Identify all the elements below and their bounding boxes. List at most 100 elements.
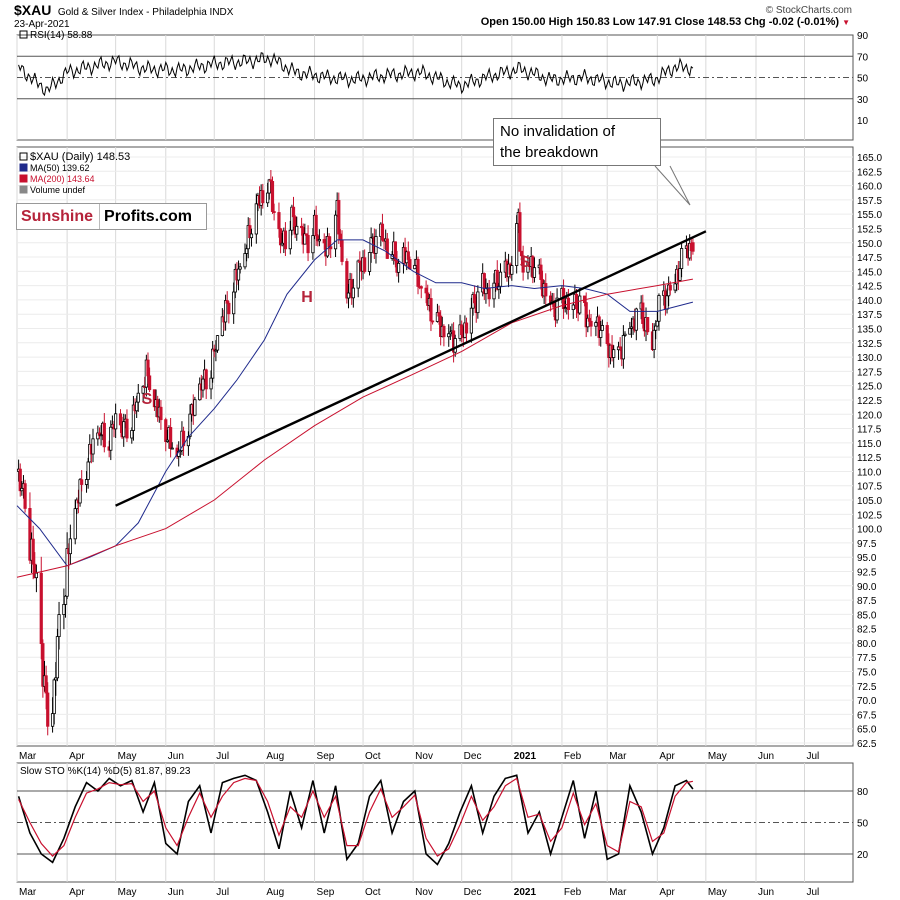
candle-body — [673, 283, 677, 291]
candle-body — [424, 287, 428, 294]
rsi-panel-frame — [16, 34, 854, 141]
candle-body — [515, 223, 519, 266]
candle-body — [136, 392, 140, 403]
price-y-tick-label: 112.5 — [857, 453, 882, 464]
candle-body — [518, 212, 522, 252]
price-legend-swatch — [19, 185, 28, 194]
candle-body — [18, 468, 22, 492]
price-y-tick-label: 162.5 — [857, 167, 882, 178]
candle-body — [322, 239, 326, 244]
price-legend-swatch — [19, 163, 28, 172]
down-arrow-icon: ▼ — [842, 18, 850, 27]
candle-body — [169, 427, 173, 449]
candle-body — [487, 287, 491, 300]
candle-body — [125, 418, 129, 439]
price-y-tick-label: 125.0 — [857, 382, 882, 393]
candle-body — [249, 233, 254, 239]
price-y-tick-label: 155.0 — [857, 210, 882, 221]
candle-body — [135, 401, 139, 412]
price-y-tick-label: 97.5 — [857, 539, 877, 550]
candle-body — [188, 413, 192, 437]
candle-body — [44, 675, 48, 694]
sto-x-tick-label: Jul — [216, 887, 229, 898]
candle-body — [23, 483, 27, 509]
candle-body — [589, 320, 593, 327]
price-y-tick-label: 90.0 — [857, 582, 877, 593]
candle-body — [283, 230, 288, 250]
price-x-tick-label: Jul — [216, 751, 229, 762]
candle-body — [102, 422, 106, 448]
price-x-tick-label: Feb — [564, 751, 582, 762]
candle-body — [63, 595, 68, 605]
rsi-y-tick-label: 10 — [857, 116, 869, 127]
candle-body — [130, 430, 134, 439]
sto-x-tick-label: May — [708, 887, 727, 898]
candle-body — [122, 421, 126, 438]
candle-body — [464, 322, 469, 334]
candle-body — [385, 238, 389, 259]
candle-body — [109, 426, 113, 451]
candle-body — [367, 252, 372, 272]
price-y-tick-label: 142.5 — [857, 282, 882, 293]
sto-d-line — [18, 777, 694, 857]
sto-x-tick-label: Jul — [806, 887, 819, 898]
candle-body — [227, 302, 231, 315]
chart-date: 23-Apr-2021 — [14, 19, 70, 30]
sto-x-tick-label: Mar — [609, 887, 627, 898]
candle-body — [211, 348, 215, 379]
candle-body — [532, 267, 537, 278]
sto-x-tick-label: Mar — [19, 887, 37, 898]
logo-sunshine: Sunshine — [17, 204, 101, 229]
candle-body — [333, 214, 338, 250]
candle-body — [363, 257, 367, 272]
price-y-tick-label: 105.0 — [857, 496, 882, 507]
sto-x-tick-label: May — [118, 887, 137, 898]
candle-body — [495, 269, 499, 290]
candle-body — [594, 322, 598, 327]
price-y-tick-label: 135.0 — [857, 325, 882, 336]
rsi-legend: RSI(14) 58.88 — [30, 30, 93, 41]
trendline — [115, 230, 707, 507]
candle-body — [73, 508, 77, 540]
candle-body — [141, 386, 145, 394]
price-x-tick-label: Mar — [609, 751, 627, 762]
candle-body — [413, 264, 417, 270]
candle-body — [544, 283, 548, 297]
price-x-tick-label: Aug — [266, 751, 284, 762]
candle-body — [460, 324, 464, 336]
sto-y-tick-label: 50 — [857, 819, 869, 830]
candle-body — [473, 294, 477, 304]
price-y-tick-label: 75.0 — [857, 668, 877, 679]
sto-x-tick-label: Jun — [758, 887, 774, 898]
candle-body — [238, 266, 242, 270]
pattern-label-head: H — [301, 289, 313, 306]
price-y-tick-label: 62.5 — [857, 739, 877, 750]
sto-x-tick-label: Nov — [415, 887, 433, 898]
price-x-tick-label: Jul — [806, 751, 819, 762]
candle-body — [369, 237, 373, 253]
price-y-tick-label: 137.5 — [857, 310, 882, 321]
candle-body — [181, 430, 186, 447]
candle-body — [31, 538, 35, 565]
candle-body — [277, 212, 281, 230]
candle-body — [272, 211, 276, 213]
candle-body — [55, 636, 60, 679]
candle-body — [655, 320, 659, 327]
candle-body — [337, 200, 341, 235]
price-x-tick-label: Jun — [758, 751, 774, 762]
candle-body — [52, 679, 56, 715]
candle-body — [261, 190, 265, 204]
price-y-tick-label: 102.5 — [857, 510, 882, 521]
price-x-tick-label: May — [118, 751, 137, 762]
candle-body — [555, 297, 559, 321]
candle-body — [147, 375, 152, 391]
price-y-tick-label: 120.0 — [857, 410, 882, 421]
candle-body — [437, 312, 441, 317]
candle-body — [492, 282, 496, 300]
price-x-tick-label: 2021 — [514, 751, 537, 762]
candle-body — [652, 329, 656, 351]
candle-body — [679, 248, 684, 269]
price-y-tick-label: 130.0 — [857, 353, 882, 364]
price-panel-frame — [16, 146, 854, 747]
